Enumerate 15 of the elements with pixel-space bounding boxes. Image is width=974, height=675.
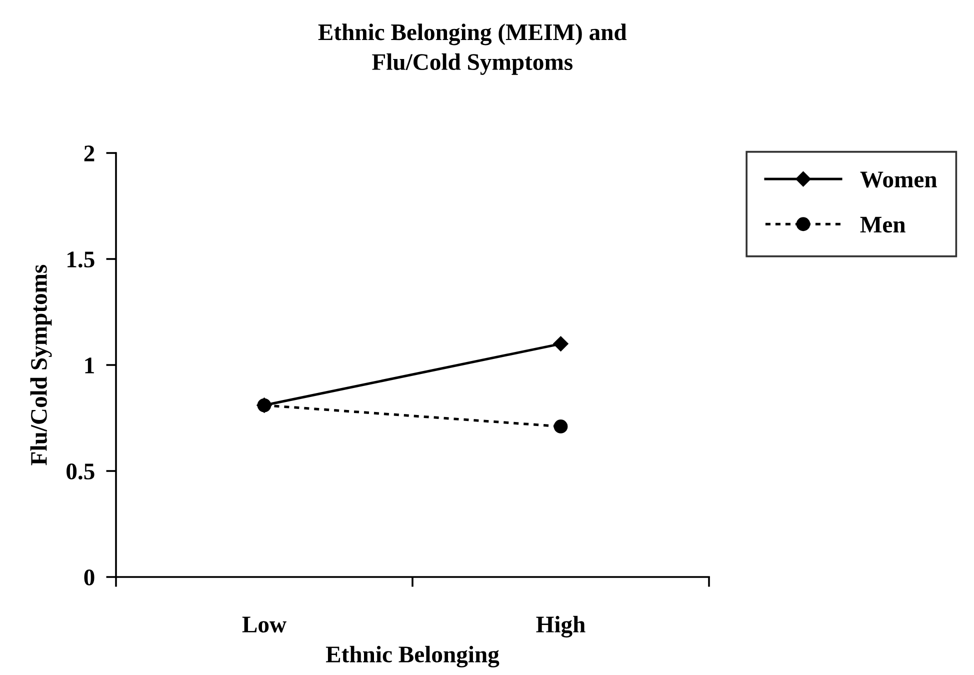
chart-title: Ethnic Belonging (MEIM) and Flu/Cold Symptoms <box>318 24 627 75</box>
y-tick-label: 1.5 <box>68 252 94 268</box>
x-axis-title: Ethnic Belonging <box>326 646 500 668</box>
y-axis-title: Flu/Cold Symptoms <box>30 264 52 466</box>
y-tick-label: 1 <box>85 358 94 374</box>
y-tick-label: 0 <box>84 569 94 586</box>
y-tick-label: 2 <box>84 146 94 162</box>
point <box>257 398 272 412</box>
legend-label: Women <box>860 172 937 188</box>
point <box>553 336 568 352</box>
y-tick-label: 0.5 <box>66 463 94 480</box>
point <box>554 420 568 434</box>
x-tick-label: Low <box>242 616 286 633</box>
x-tick-label: High <box>536 616 586 638</box>
legend-label: Men <box>860 216 906 233</box>
